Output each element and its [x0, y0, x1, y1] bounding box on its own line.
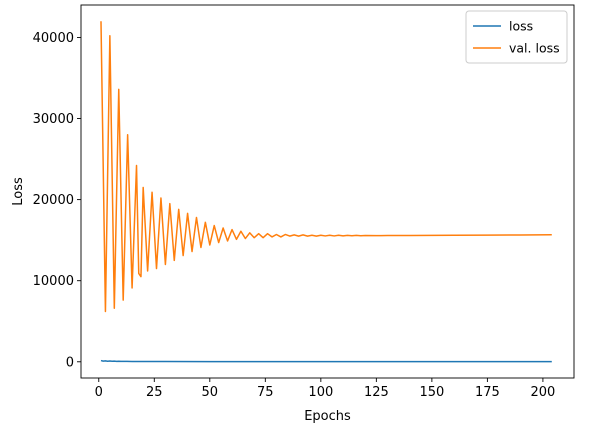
y-tick-label: 20000: [33, 193, 74, 208]
legend-label: val. loss: [509, 41, 560, 56]
x-axis-label: Epochs: [304, 409, 351, 424]
y-tick-label: 0: [66, 355, 74, 370]
plot-frame: [80, 4, 575, 379]
series-line-val-loss: [100, 21, 552, 313]
y-tick-label: 10000: [33, 274, 74, 289]
series-layer: [100, 21, 552, 363]
legend-label: loss: [509, 19, 533, 34]
axis-ticks: 0 25 50 75 100 125 150 175 200 0 10000 20000 30000 40…: [33, 31, 556, 400]
y-tick-label: 40000: [33, 31, 74, 46]
x-tick-label: 50: [202, 385, 219, 400]
x-tick-label: 75: [257, 385, 274, 400]
x-tick-label: 175: [475, 385, 500, 400]
x-tick-label: 200: [530, 385, 555, 400]
x-tick-label: 25: [146, 385, 163, 400]
legend: loss val. loss: [465, 10, 568, 64]
x-tick-label: 100: [308, 385, 333, 400]
x-tick-label: 0: [95, 385, 103, 400]
x-tick-label: 150: [419, 385, 444, 400]
y-axis-label: Loss: [11, 177, 26, 206]
series-line-loss: [100, 359, 552, 363]
x-tick-label: 125: [364, 385, 389, 400]
legend-box: [465, 10, 568, 64]
y-tick-label: 30000: [33, 112, 74, 127]
